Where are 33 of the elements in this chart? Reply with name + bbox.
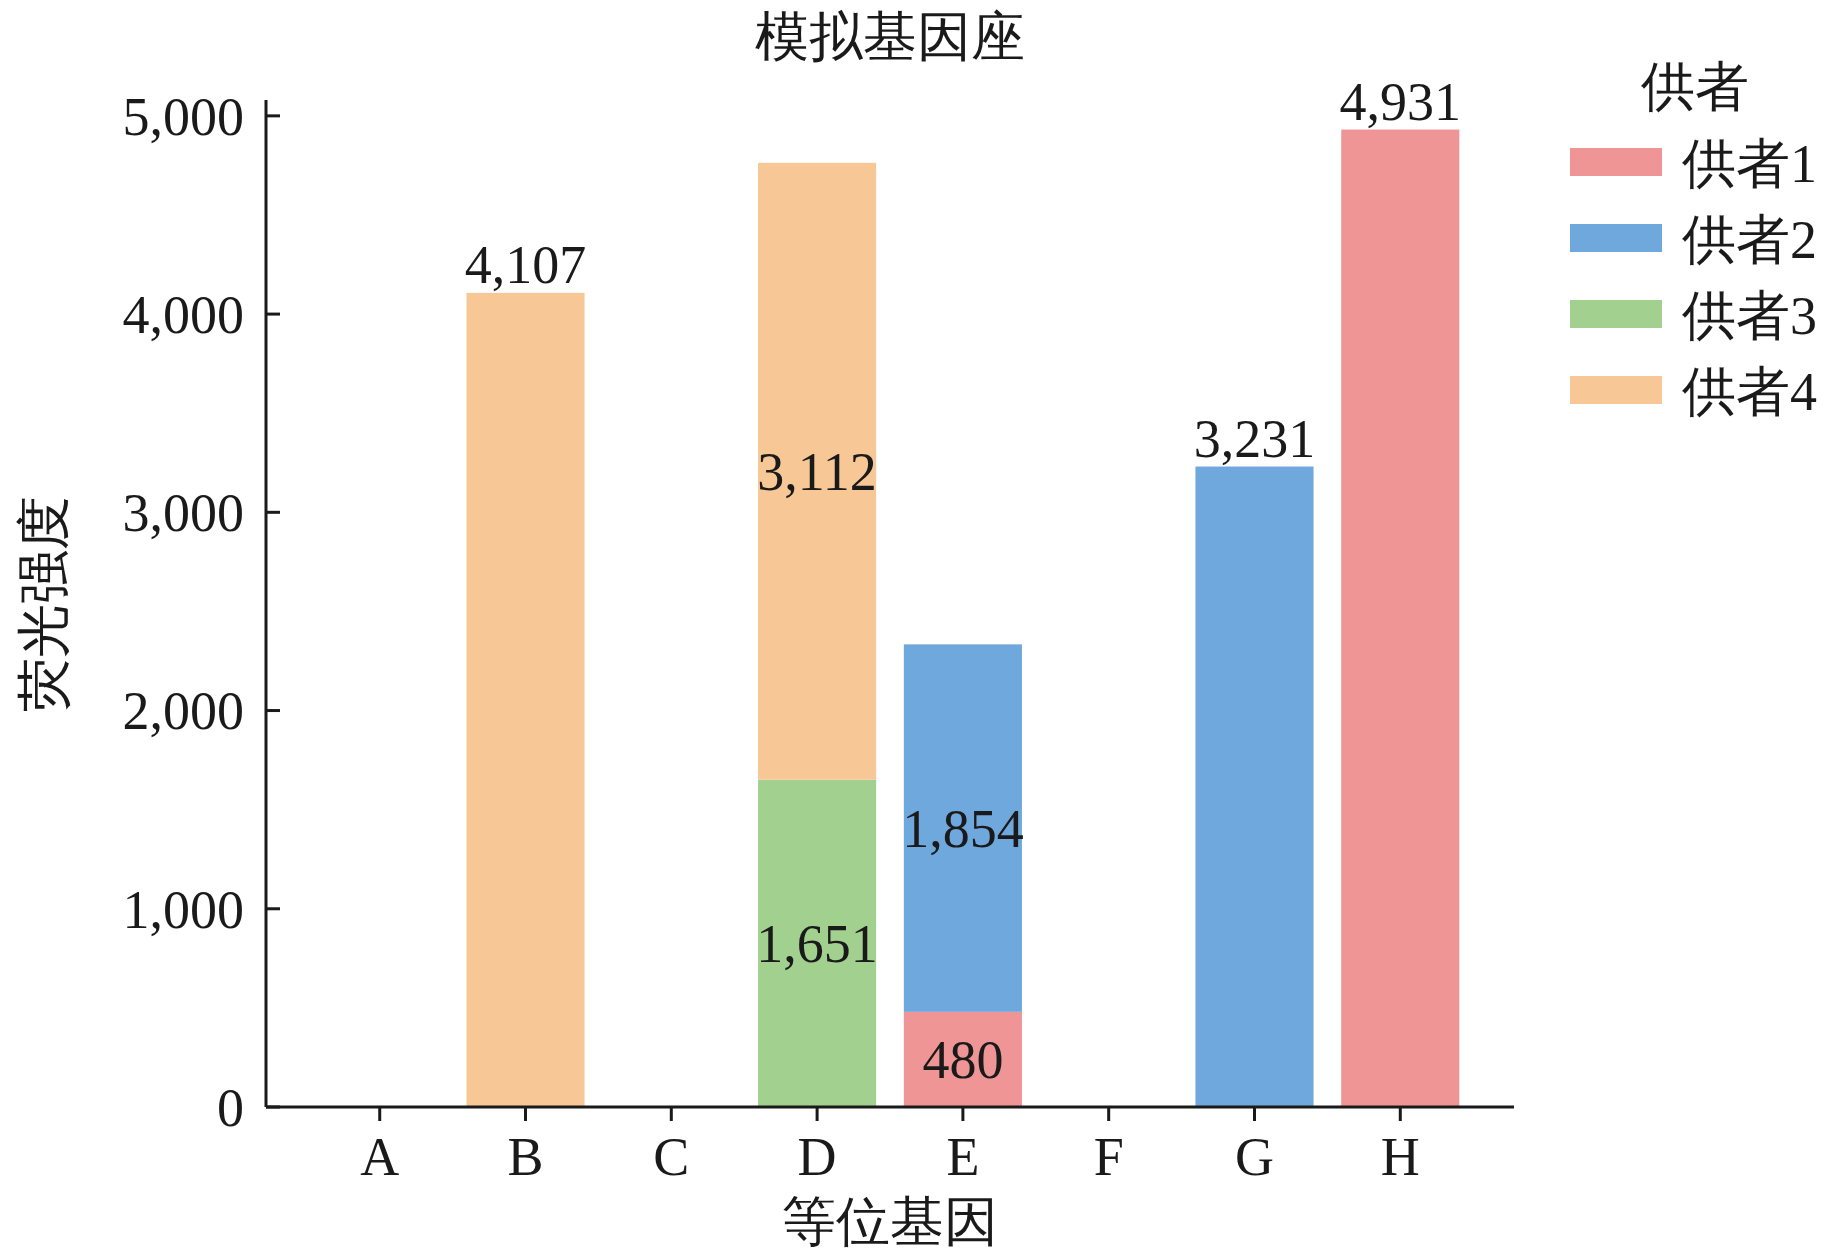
y-tick-label: 5,000 [122, 86, 244, 147]
y-tick-label: 3,000 [122, 483, 244, 544]
data-label: 4,931 [1339, 71, 1462, 132]
y-axis-title: 荧光强度 [14, 495, 74, 712]
x-tick-label: C [653, 1127, 690, 1187]
legend-title: 供者 [1641, 57, 1749, 117]
data-label: 3,112 [757, 442, 877, 503]
data-label: 3,231 [1193, 408, 1316, 469]
legend-label: 供者1 [1682, 134, 1817, 194]
x-tick-label: H [1380, 1127, 1420, 1187]
data-label: 1,651 [756, 914, 878, 975]
bar [1341, 129, 1460, 1107]
data-label: 4,107 [464, 234, 587, 295]
bar [758, 162, 877, 780]
data-label: 480 [922, 1030, 1004, 1091]
x-tick-label: D [797, 1127, 837, 1187]
y-tick-label: 2,000 [122, 681, 244, 742]
legend-label: 供者3 [1682, 286, 1817, 346]
x-tick-label: B [507, 1127, 544, 1187]
chart-title: 模拟基因座 [755, 7, 1025, 67]
x-axis-title: 等位基因 [782, 1192, 998, 1252]
y-tick-label: 1,000 [122, 879, 244, 940]
legend-label: 供者4 [1682, 362, 1817, 422]
y-tick-label: 0 [217, 1077, 244, 1138]
x-tick-label: G [1234, 1127, 1274, 1187]
x-tick-label: F [1093, 1127, 1124, 1187]
bar [466, 292, 585, 1107]
y-tick-label: 4,000 [122, 284, 244, 345]
legend-label: 供者2 [1682, 210, 1817, 270]
x-tick-label: E [946, 1127, 980, 1187]
bar [1195, 466, 1314, 1107]
bar [758, 779, 877, 1107]
x-tick-label: A [360, 1127, 400, 1187]
